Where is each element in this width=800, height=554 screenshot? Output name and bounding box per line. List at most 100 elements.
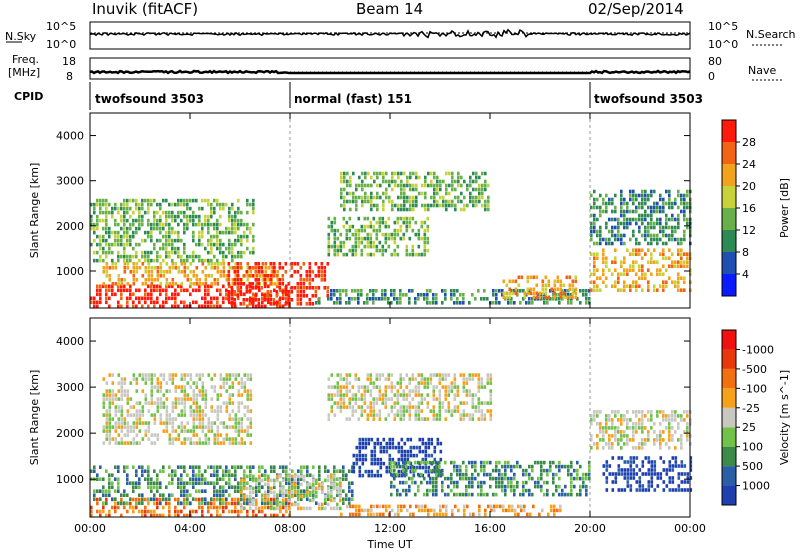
data-cell-r2 (150, 393, 154, 397)
data-cell-r3 (297, 494, 300, 499)
data-cell-r2 (195, 401, 199, 405)
data-cell-r1 (246, 262, 250, 266)
data-cell-r2 (132, 421, 136, 425)
data-cell-r5 (412, 171, 415, 176)
data-cell-r3 (222, 250, 225, 255)
data-cell-r3 (108, 242, 111, 247)
data-cell-r4 (375, 377, 379, 381)
data-cell-r9 (620, 414, 623, 418)
data-cell-r2 (135, 389, 139, 393)
data-cell-r1 (183, 501, 186, 505)
data-cell-r8 (656, 476, 660, 480)
data-cell-r8 (680, 256, 683, 260)
data-cell-r3 (192, 238, 195, 243)
data-cell-r6 (510, 476, 513, 481)
data-cell-r1 (318, 473, 321, 477)
data-cell-r5 (379, 445, 383, 450)
data-cell-r2 (102, 425, 106, 429)
data-cell-r3 (111, 230, 114, 235)
data-cell-r5 (343, 179, 346, 184)
data-cell-r9 (665, 233, 668, 238)
data-cell-r4 (408, 401, 412, 405)
data-cell-r5 (364, 469, 368, 474)
data-cell-r9 (593, 201, 596, 206)
data-cell-r5 (397, 207, 400, 212)
data-cell-r0 (144, 288, 147, 293)
data-cell-r8 (602, 260, 605, 264)
data-cell-r2 (183, 413, 187, 417)
data-cell-r2 (153, 401, 157, 405)
data-cell-r3 (249, 250, 252, 255)
data-cell-r0 (228, 501, 231, 506)
data-cell-r3 (171, 258, 174, 263)
data-cell-r5 (346, 199, 349, 204)
data-cell-r7 (544, 295, 548, 300)
data-cell-r9 (662, 225, 665, 230)
data-cell-r6 (396, 301, 399, 305)
data-cell-r0 (93, 304, 96, 309)
data-cell-r7 (574, 279, 578, 284)
data-cell-r4 (474, 393, 478, 397)
data-cell-r2 (123, 433, 127, 437)
data-cell-r4 (462, 409, 466, 413)
data-cell-r4 (486, 401, 490, 405)
data-cell-r1 (291, 477, 294, 481)
data-cell-r0 (159, 284, 162, 289)
data-cell-r2 (240, 441, 244, 445)
data-cell-r9 (686, 217, 689, 222)
data-cell-r3 (273, 490, 276, 495)
data-cell-r9 (671, 229, 674, 234)
data-cell-r3 (252, 502, 255, 507)
data-cell-r2 (248, 266, 252, 270)
data-cell-r7 (370, 508, 373, 513)
data-cell-r4 (339, 385, 343, 389)
data-cell-r3 (237, 210, 240, 215)
data-cell-r2 (207, 421, 211, 425)
data-cell-r8 (590, 272, 593, 276)
data-cell-r2 (320, 274, 324, 278)
data-cell-r6 (564, 293, 567, 297)
data-cell-r6 (468, 492, 471, 497)
data-cell-r6 (444, 289, 447, 293)
data-cell-r4 (438, 397, 442, 401)
data-cell-r6 (510, 301, 513, 305)
data-cell-r0 (279, 304, 282, 309)
data-cell-r2 (225, 409, 229, 413)
data-cell-r2 (198, 417, 202, 421)
data-cell-r5 (406, 199, 409, 204)
data-cell-r4 (378, 248, 382, 253)
data-cell-r5 (382, 445, 386, 450)
data-cell-r4 (465, 389, 469, 393)
data-cell-r4 (393, 393, 397, 397)
data-cell-r6 (393, 472, 396, 477)
data-cell-r9 (641, 217, 644, 222)
data-cell-r1 (126, 501, 129, 505)
data-cell-r2 (308, 270, 312, 274)
data-cell-r0 (96, 288, 99, 293)
data-cell-r3 (195, 214, 198, 219)
data-cell-r2 (311, 286, 315, 290)
data-cell-r3 (135, 250, 138, 255)
data-cell-r2 (129, 441, 133, 445)
data-cell-r8 (671, 252, 674, 256)
data-cell-r4 (366, 373, 370, 377)
data-cell-r9 (593, 217, 596, 222)
data-cell-r4 (471, 373, 475, 377)
data-cell-r2 (236, 282, 240, 286)
data-cell-r7 (400, 504, 403, 509)
data-cell-r1 (300, 489, 303, 493)
data-cell-r3 (246, 222, 249, 227)
data-cell-r0 (174, 300, 177, 305)
data-cell-r2 (308, 282, 312, 286)
data-cell-r1 (141, 501, 144, 505)
data-cell-r3 (90, 242, 93, 247)
data-cell-r3 (174, 238, 177, 243)
data-cell-r4 (351, 244, 355, 249)
data-cell-r8 (653, 260, 656, 264)
data-cell-r3 (129, 198, 132, 203)
data-cell-r1 (174, 266, 178, 270)
data-cell-r9 (644, 438, 647, 442)
data-cell-r9 (653, 442, 656, 446)
data-cell-r8 (638, 268, 641, 272)
data-cell-r7 (442, 512, 445, 517)
